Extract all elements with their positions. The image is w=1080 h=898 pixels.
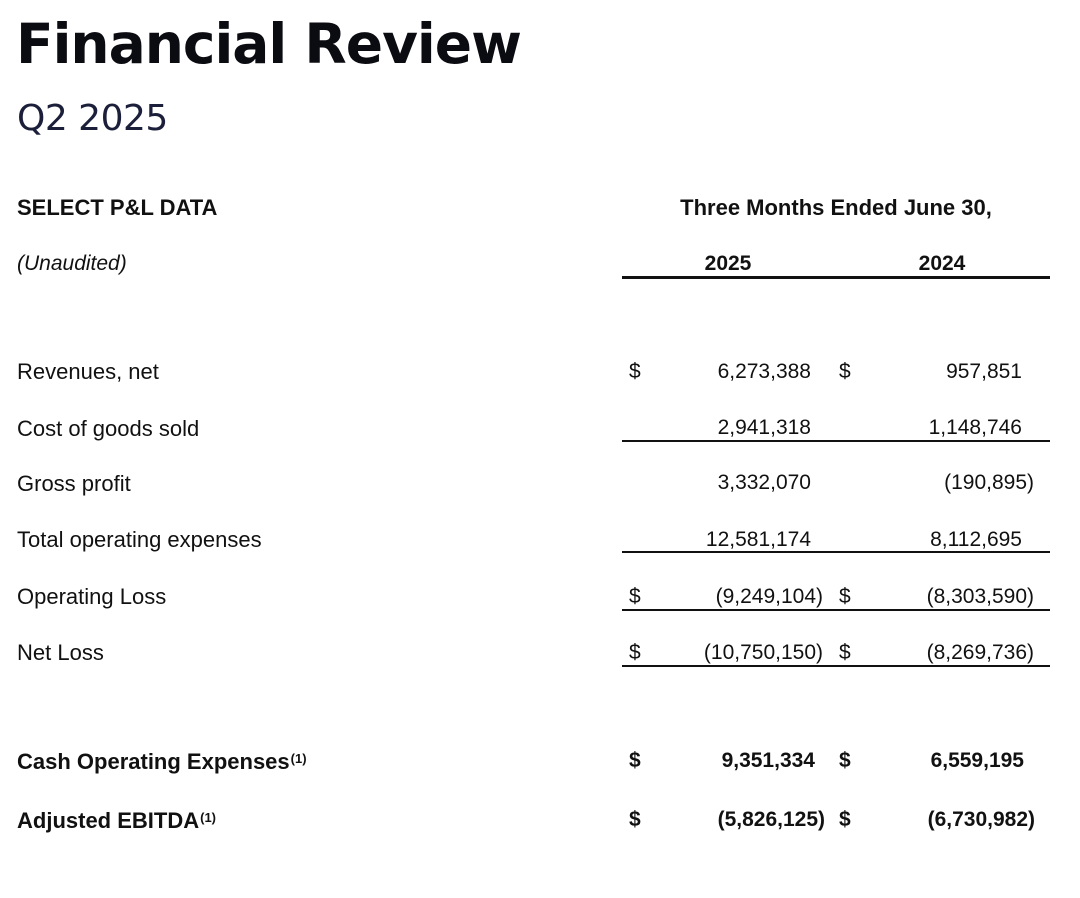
row-label: Total operating expenses (17, 527, 262, 552)
currency-symbol: $ (839, 585, 851, 608)
currency-symbol: $ (629, 808, 641, 831)
value-2024: 6,559,195 (930, 749, 1024, 772)
currency-symbol: $ (629, 360, 641, 383)
row-underline (622, 609, 1050, 611)
value-2024: (6,730,982) (927, 808, 1035, 831)
year-header-2025: 2025 (704, 252, 752, 275)
currency-symbol: $ (629, 641, 641, 664)
value-2024: 957,851 (946, 360, 1022, 383)
value-2025: 3,332,070 (717, 471, 811, 494)
value-2025: (10,750,150) (703, 641, 823, 664)
currency-symbol: $ (839, 641, 851, 664)
value-2025: 6,273,388 (717, 360, 811, 383)
unaudited-note: (Unaudited) (17, 252, 127, 275)
value-2025: (9,249,104) (715, 585, 823, 608)
row-label: Cost of goods sold (17, 416, 200, 441)
value-2024: (8,303,590) (926, 585, 1034, 608)
header-underline (622, 276, 1050, 279)
value-2025: (5,826,125) (717, 808, 825, 831)
row-label: Cash Operating Expenses(1) (17, 749, 307, 775)
row-underline (622, 551, 1050, 553)
currency-symbol: $ (629, 749, 641, 772)
currency-symbol: $ (629, 585, 641, 608)
value-2025: 2,941,318 (717, 416, 811, 439)
value-2024: (8,269,736) (926, 641, 1034, 664)
row-label: Revenues, net (17, 359, 159, 384)
period-header: Three Months Ended June 30, (680, 195, 992, 220)
page-title: Financial Review (16, 12, 522, 76)
footnote-marker: (1) (290, 751, 307, 766)
value-2025: 12,581,174 (705, 528, 811, 551)
value-2024: 8,112,695 (930, 528, 1022, 551)
row-label: Operating Loss (17, 584, 167, 609)
value-2024: 1,148,746 (928, 416, 1022, 439)
row-underline (622, 440, 1050, 442)
section-title: SELECT P&L DATA (17, 195, 218, 220)
value-2024: (190,895) (944, 471, 1034, 494)
row-label: Adjusted EBITDA(1) (17, 808, 216, 834)
row-underline (622, 665, 1050, 667)
value-2025: 9,351,334 (721, 749, 815, 772)
row-label: Net Loss (17, 640, 104, 665)
row-label-text: Adjusted EBITDA (17, 808, 200, 833)
currency-symbol: $ (839, 808, 851, 831)
currency-symbol: $ (839, 749, 851, 772)
year-header-2024: 2024 (918, 252, 966, 275)
currency-symbol: $ (839, 360, 851, 383)
row-label-text: Cash Operating Expenses (17, 749, 290, 774)
row-label: Gross profit (17, 471, 131, 496)
page-subtitle: Q2 2025 (17, 98, 168, 139)
footnote-marker: (1) (200, 810, 217, 825)
